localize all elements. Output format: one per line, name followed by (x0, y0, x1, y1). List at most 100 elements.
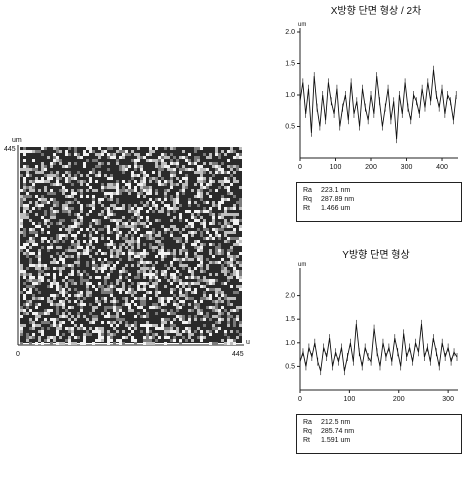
map-texel (20, 249, 23, 252)
map-texel (86, 249, 89, 252)
map-texel (218, 327, 221, 330)
map-texel (197, 255, 200, 258)
map-texel (116, 225, 119, 228)
map-texel (68, 225, 71, 228)
map-texel (233, 342, 236, 345)
map-texel (140, 255, 143, 258)
map-texel (170, 252, 173, 255)
y-profile-stat-ra: Ra 212.5 nm (303, 419, 351, 426)
map-texel (149, 279, 152, 282)
map-texel (101, 153, 104, 156)
map-texel (107, 210, 110, 213)
map-texel (77, 312, 80, 315)
map-texel (20, 213, 23, 216)
map-texel (185, 210, 188, 213)
map-texel (179, 168, 182, 171)
map-texel (83, 339, 86, 342)
map-texel (200, 210, 203, 213)
map-texel (38, 336, 41, 339)
map-texel (59, 177, 62, 180)
map-texel (161, 273, 164, 276)
map-texel (197, 156, 200, 159)
map-texel (137, 147, 140, 150)
map-texel (224, 213, 227, 216)
map-texel (80, 219, 83, 222)
map-texel (227, 300, 230, 303)
map-texel (107, 264, 110, 267)
map-texel (152, 171, 155, 174)
map-texel (185, 174, 188, 177)
map-texel (77, 225, 80, 228)
map-texel (218, 300, 221, 303)
map-texel (215, 306, 218, 309)
map-texel (98, 300, 101, 303)
map-texel (176, 195, 179, 198)
map-texel (128, 189, 131, 192)
map-texel (68, 339, 71, 342)
map-texel (128, 204, 131, 207)
map-texel (116, 330, 119, 333)
map-texel (53, 339, 56, 342)
map-texel (182, 168, 185, 171)
map-texel (191, 258, 194, 261)
map-texel (218, 312, 221, 315)
map-texel (29, 342, 32, 345)
map-texel (38, 267, 41, 270)
map-texel (212, 309, 215, 312)
map-texel (59, 189, 62, 192)
map-texel (74, 213, 77, 216)
map-texel (68, 306, 71, 309)
map-texel (47, 285, 50, 288)
map-texel (239, 261, 242, 264)
map-texel (158, 297, 161, 300)
map-texel (140, 330, 143, 333)
map-texel (227, 264, 230, 267)
map-texel (140, 270, 143, 273)
map-texel (104, 243, 107, 246)
map-texel (113, 186, 116, 189)
map-texel (155, 219, 158, 222)
map-texel (47, 177, 50, 180)
map-texel (71, 201, 74, 204)
map-texel (239, 147, 242, 150)
x-profile-chart: X방향 단면 형상 / 2차 um 2.01.51.00.50 100 200 300… (285, 5, 458, 171)
map-texel (92, 207, 95, 210)
map-texel (20, 309, 23, 312)
map-texel (188, 210, 191, 213)
map-texel (29, 285, 32, 288)
map-texel (107, 147, 110, 150)
map-texel (164, 342, 167, 345)
map-texel (179, 342, 182, 345)
map-texel (188, 309, 191, 312)
map-texel (182, 336, 185, 339)
map-texel (56, 282, 59, 285)
map-texel (110, 147, 113, 150)
map-x-start-label: 0 (16, 351, 20, 358)
map-texel (116, 231, 119, 234)
map-texel (74, 342, 77, 345)
map-texel (155, 291, 158, 294)
map-texel (77, 270, 80, 273)
map-texel (203, 279, 206, 282)
map-texel (119, 189, 122, 192)
map-texel (236, 255, 239, 258)
map-texel (20, 306, 23, 309)
x-profile-y-tick-label: 1.0 (285, 92, 295, 99)
map-texel (221, 312, 224, 315)
map-texel (158, 219, 161, 222)
map-texel (233, 195, 236, 198)
map-texel (164, 273, 167, 276)
map-texel (92, 189, 95, 192)
map-texel (233, 243, 236, 246)
map-texel (86, 318, 89, 321)
map-texel (95, 189, 98, 192)
y-profile-title: Y방향 단면 형상 (342, 249, 409, 261)
map-texel (56, 294, 59, 297)
map-texel (191, 231, 194, 234)
map-texel (71, 321, 74, 324)
map-texel (26, 312, 29, 315)
map-texel (56, 180, 59, 183)
map-texel (191, 270, 194, 273)
map-texel (149, 234, 152, 237)
map-texel (197, 306, 200, 309)
